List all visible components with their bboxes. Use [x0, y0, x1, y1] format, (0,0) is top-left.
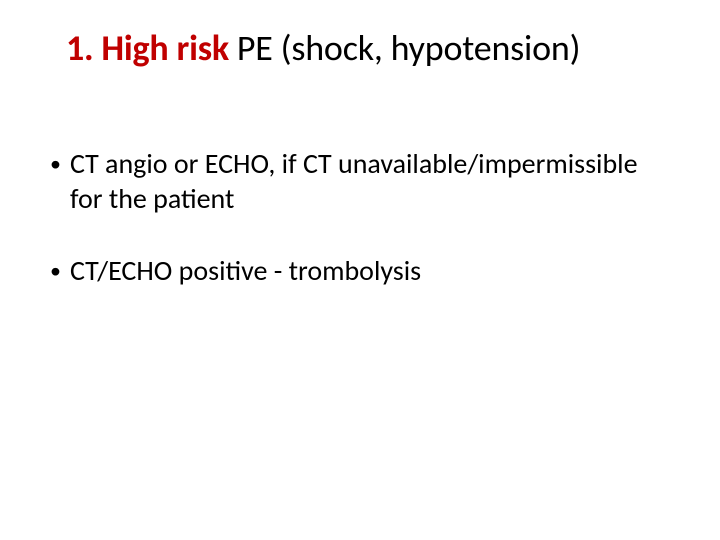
slide-title: 1. High risk PE (shock, hypotension) [66, 28, 672, 69]
title-emphasis: 1. High risk [66, 26, 229, 70]
list-item: • CT/ECHO positive - trombolysis [48, 254, 672, 288]
list-item: • CT angio or ECHO, if CT unavailable/im… [48, 147, 672, 215]
slide: 1. High risk PE (shock, hypotension) • C… [0, 0, 720, 540]
bullet-text: CT/ECHO positive - trombolysis [70, 254, 672, 288]
bullet-text: CT angio or ECHO, if CT unavailable/impe… [70, 147, 672, 215]
slide-body: • CT angio or ECHO, if CT unavailable/im… [48, 147, 672, 287]
bullet-icon: • [48, 254, 70, 287]
title-rest: PE (shock, hypotension) [229, 26, 580, 70]
bullet-icon: • [48, 147, 70, 180]
